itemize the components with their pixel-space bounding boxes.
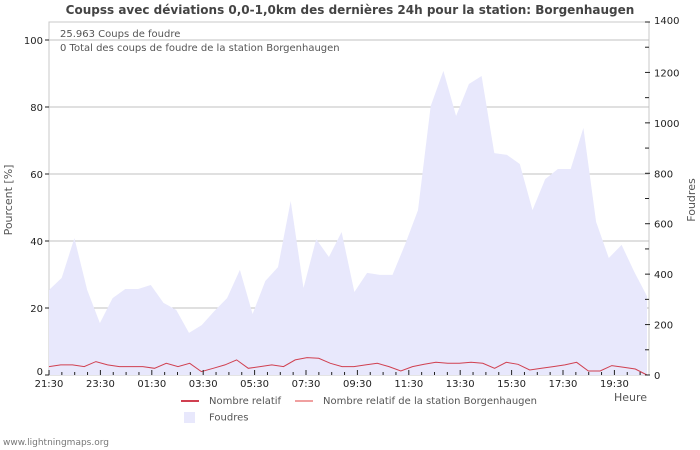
legend-item-station-relative: Nombre relatif de la station Borgenhauge… xyxy=(295,396,537,407)
svg-text:09:30: 09:30 xyxy=(343,379,372,390)
relative-line xyxy=(48,357,648,376)
legend-area-swatch xyxy=(184,412,195,423)
svg-text:15:30: 15:30 xyxy=(497,379,526,390)
right-axis-label: Foudres xyxy=(685,178,698,222)
foudres-area xyxy=(49,70,647,376)
legend-item-relative: Nombre relatif xyxy=(181,396,281,407)
left-axis-label: Pourcent [%] xyxy=(2,165,15,236)
info-station-total: 0 Total des coups de foudre de la statio… xyxy=(60,43,340,54)
svg-text:17:30: 17:30 xyxy=(549,379,578,390)
legend-item-foudres: Foudres xyxy=(181,412,248,424)
left-axis-ticks: 0 20 40 60 80 100 xyxy=(24,36,49,378)
legend-label: Nombre relatif de la station Borgenhauge… xyxy=(323,396,538,407)
svg-text:13:30: 13:30 xyxy=(446,379,475,390)
svg-text:100: 100 xyxy=(24,36,43,47)
legend-label: Nombre relatif xyxy=(209,396,282,407)
svg-text:03:30: 03:30 xyxy=(189,379,218,390)
source-footer: www.lightningmaps.org xyxy=(3,438,109,448)
svg-text:11:30: 11:30 xyxy=(394,379,423,390)
legend-line-swatch xyxy=(181,400,199,402)
svg-text:0: 0 xyxy=(654,371,660,382)
right-axis-ticks: 0 200 400 600 800 1000 1200 1400 xyxy=(645,16,679,382)
svg-text:19:30: 19:30 xyxy=(600,379,629,390)
legend-label: Foudres xyxy=(209,412,249,424)
svg-text:23:30: 23:30 xyxy=(86,379,115,390)
info-strikes-total: 25.963 Coups de foudre xyxy=(60,29,180,40)
svg-text:07:30: 07:30 xyxy=(292,379,321,390)
svg-text:600: 600 xyxy=(654,220,673,231)
svg-text:0: 0 xyxy=(37,367,43,378)
svg-text:20: 20 xyxy=(30,304,43,315)
svg-text:1000: 1000 xyxy=(654,119,679,130)
x-axis-label: Heure xyxy=(614,391,647,404)
svg-text:80: 80 xyxy=(30,103,43,114)
svg-text:40: 40 xyxy=(30,237,43,248)
svg-text:01:30: 01:30 xyxy=(137,379,166,390)
chart-title: Coupss avec déviations 0,0-1,0km des der… xyxy=(65,3,635,17)
svg-text:200: 200 xyxy=(654,321,673,332)
legend-line-swatch xyxy=(295,400,313,402)
svg-text:400: 400 xyxy=(654,270,673,281)
svg-text:1400: 1400 xyxy=(654,16,679,27)
svg-text:21:30: 21:30 xyxy=(35,379,64,390)
svg-text:1200: 1200 xyxy=(654,68,679,79)
svg-text:05:30: 05:30 xyxy=(240,379,269,390)
svg-text:60: 60 xyxy=(30,170,43,181)
x-axis-ticks: 21:30 23:30 01:30 03:30 05:30 07:30 09:30 11:30… xyxy=(35,370,641,390)
svg-text:800: 800 xyxy=(654,169,673,180)
